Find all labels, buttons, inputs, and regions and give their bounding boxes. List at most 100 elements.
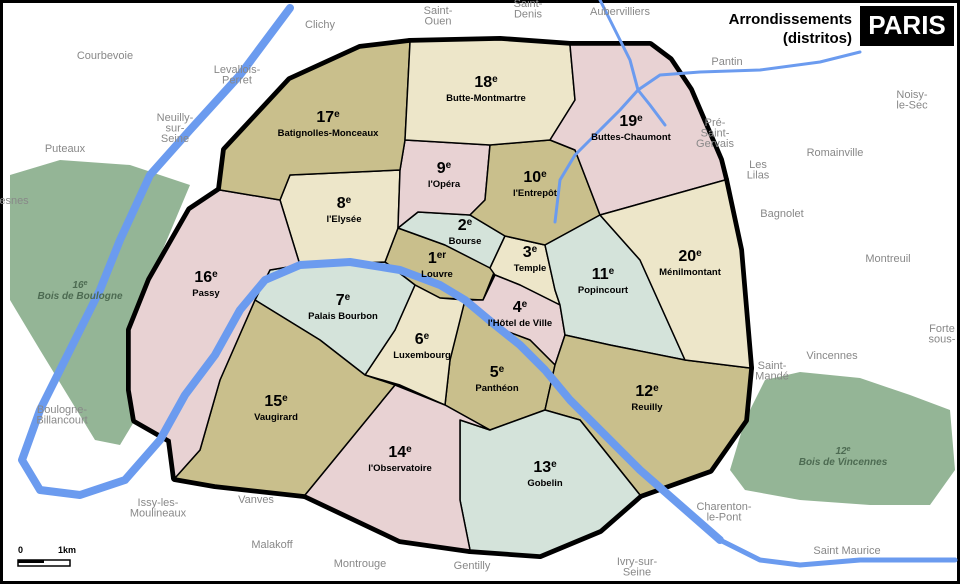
district	[304, 384, 491, 551]
arrondissement-name: Batignolles-Monceaux	[278, 128, 380, 139]
place-name: Puteaux	[45, 143, 86, 155]
arrondissement-number-text: 10	[523, 169, 541, 186]
place-name: sous-	[929, 334, 956, 346]
place-name: Forte	[929, 323, 955, 335]
place-name: Gentilly	[454, 560, 491, 572]
arrondissement-number: 16e	[194, 269, 218, 287]
arrondissement-number: 3e	[523, 244, 538, 262]
arrondissement-suffix: e	[446, 160, 452, 171]
place-name: Noisy-	[896, 89, 928, 101]
place-name: Saint-	[514, 0, 543, 10]
arrondissement-name: l'Opéra	[428, 179, 461, 190]
arrondissement-suffix: e	[346, 195, 352, 206]
place-name: Saint-	[701, 128, 730, 140]
place-name: le-Pont	[707, 512, 742, 524]
arrondissement-number-text: 19	[619, 113, 637, 130]
place-name: Charenton-	[696, 501, 751, 513]
arrondissement-name: l'Elysée	[326, 214, 361, 225]
arrondissement-suffix: e	[637, 113, 643, 124]
arrondissement-suffix: e	[541, 169, 547, 180]
arrondissement-number-text: 11	[592, 266, 609, 283]
arrondissement-number: 17e	[316, 109, 340, 127]
park-number-text: 16	[72, 280, 84, 291]
place-name: Saint Maurice	[813, 545, 880, 557]
place-name: Mandé	[755, 371, 789, 383]
arrondissement-name: l'Entrepôt	[513, 188, 558, 199]
park-number: 16e	[72, 280, 87, 292]
place-name: Vincennes	[806, 350, 858, 362]
arrondissement-suffix: er	[437, 250, 447, 261]
place-name: Perret	[222, 75, 252, 87]
arrondissement-number-text: 9	[437, 160, 446, 177]
arrondissement-suffix: e	[282, 393, 288, 404]
arrondissement-suffix: e	[551, 459, 557, 470]
place-name: Montrouge	[334, 558, 387, 570]
scale-end: 1km	[58, 545, 76, 555]
park-name: Bois de Vincennes	[799, 457, 888, 468]
place-name: Montreuil	[865, 253, 910, 265]
arrondissement-number: 2e	[458, 217, 473, 235]
park-number: 12e	[835, 446, 850, 458]
arrondissement-name: Palais Bourbon	[308, 311, 378, 322]
arrondissement-number-text: 12	[635, 383, 653, 400]
arrondissement-suffix: e	[467, 217, 473, 228]
arrondissement-name: l'Observatoire	[368, 463, 432, 474]
place-name: Ivry-sur-	[617, 556, 658, 568]
arrondissement-name: Temple	[514, 263, 547, 274]
arrondissement-number-text: 3	[523, 244, 532, 261]
arrondissement-suffix: e	[653, 383, 659, 394]
place-name: Moulineaux	[130, 508, 187, 520]
arrondissement-number-text: 5	[490, 364, 499, 381]
arrondissement-name: Bourse	[449, 236, 482, 247]
place-name: Malakoff	[251, 539, 293, 551]
park-number-text: 12	[835, 446, 847, 457]
arrondissement-name: Louvre	[421, 269, 453, 280]
arrondissement-number: 18e	[474, 74, 498, 92]
arrondissement-name: Reuilly	[631, 402, 663, 413]
place-name: Pantin	[711, 56, 742, 68]
arrondissement-name: l'Hôtel de Ville	[488, 318, 552, 329]
place-name: Billancourt	[36, 415, 87, 427]
arrondissement-number-text: 7	[336, 292, 345, 309]
park-suffix: e	[847, 446, 851, 453]
place-name: Aubervilliers	[590, 6, 650, 18]
arrondissement-suffix: e	[499, 364, 505, 375]
arrondissement-number: 1er	[428, 250, 446, 268]
arrondissement-name: Gobelin	[527, 478, 563, 489]
title-line: Arrondissements	[729, 11, 852, 28]
place-name: Vanves	[238, 494, 274, 506]
arrondissement-number-text: 2	[458, 217, 467, 234]
district	[544, 334, 751, 496]
arrondissement-name: Butte-Montmartre	[446, 93, 526, 104]
badge: PARIS	[868, 10, 946, 40]
arrondissement-suffix: e	[212, 269, 218, 280]
arrondissement-suffix: e	[424, 331, 430, 342]
place-name: Levallois-	[214, 64, 261, 76]
place-name: le-Sec	[896, 100, 928, 112]
place-name: Denis	[514, 9, 543, 21]
arrondissement-number-text: 20	[678, 248, 696, 265]
arrondissement-number: 13e	[533, 459, 557, 477]
arrondissement-number: 8e	[337, 195, 352, 213]
arrondissement-number: 12e	[635, 383, 659, 401]
arrondissement-suffix: e	[345, 292, 351, 303]
place-name: Neuilly-	[157, 112, 194, 124]
arrondissement-number: 4e	[513, 299, 528, 317]
scale-bar-fill	[18, 560, 44, 563]
district	[599, 179, 751, 369]
place-name: Courbevoie	[77, 50, 133, 62]
arrondissement-number-text: 4	[513, 299, 522, 316]
park-suffix: e	[84, 280, 88, 287]
arrondissement-name: Panthéon	[475, 383, 518, 394]
place-name: Les	[749, 159, 767, 171]
arrondissement-number-text: 6	[415, 331, 424, 348]
place-name: Boulogne-	[37, 404, 87, 416]
place-name: Saint-	[424, 5, 453, 17]
place-name: Bagnolet	[760, 208, 803, 220]
arrondissement-number: 9e	[437, 160, 452, 178]
place-name: Romainville	[807, 147, 864, 159]
place-name: Lilas	[747, 170, 770, 182]
arrondissement-number: 20e	[678, 248, 702, 266]
park-name: Bois de Boulogne	[38, 291, 123, 302]
